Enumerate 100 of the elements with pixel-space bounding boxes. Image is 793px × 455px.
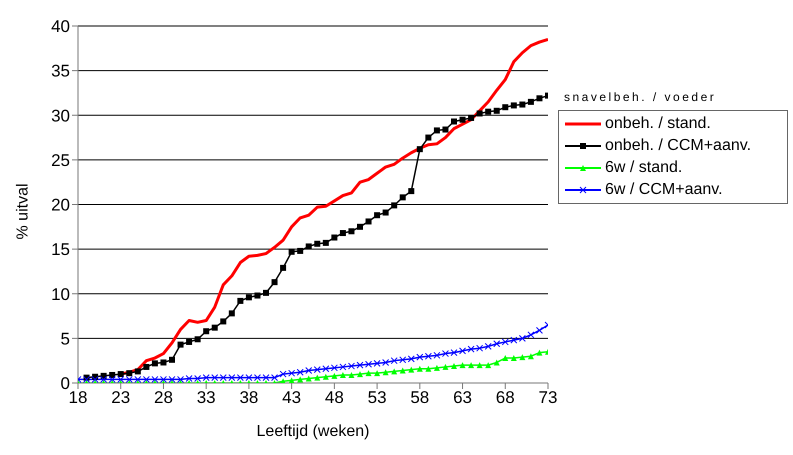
y-tick-label: 20 [51,196,70,215]
point [518,334,526,342]
point [408,188,414,194]
x-axis-title: Leeftijd (weken) [256,423,370,440]
point [177,376,184,383]
point [468,362,474,368]
y-tick-label: 0 [60,374,70,394]
point [348,372,354,378]
point [92,376,99,383]
point [272,279,278,286]
point [374,360,381,367]
point [203,328,210,334]
y-tick-label: 30 [51,106,70,126]
point [220,318,226,324]
point [100,376,108,383]
x-tick-label: 28 [154,388,173,408]
point [228,374,236,382]
point [143,364,150,370]
point [391,368,398,374]
point [519,354,526,360]
point [476,110,483,116]
point [340,372,346,378]
point [468,346,475,353]
point [502,355,508,362]
point [442,126,448,133]
x-tick-label: 53 [368,388,387,408]
point [134,368,141,374]
point [254,292,260,299]
point [186,375,193,382]
point [263,290,269,296]
legend-label: 6w / stand. [605,158,682,178]
point [142,376,150,383]
point [485,362,492,368]
point [382,369,389,376]
point [416,146,423,152]
point [152,360,158,366]
x-tick-label: 63 [453,388,472,408]
point [212,324,218,331]
point [160,376,167,383]
point [366,370,372,376]
point [108,376,116,383]
point [400,194,406,200]
point [502,104,508,110]
point [348,362,355,370]
point [331,234,338,241]
point [365,360,372,368]
point [425,366,432,372]
point [306,243,312,250]
point [494,108,500,114]
point [126,376,133,383]
point [246,294,252,300]
point [416,354,424,361]
point [306,376,312,382]
point [493,340,500,348]
point [459,347,466,354]
point [118,371,124,378]
point [451,363,457,370]
point [288,370,296,377]
point [460,116,466,123]
point [460,362,466,368]
point [484,342,492,350]
legend-label: onbeh. / CCM+aanv. [605,136,752,156]
x-tick-label: 23 [111,388,130,408]
point [450,349,458,356]
y-tick-label: 10 [51,284,70,304]
point [527,331,534,338]
point [528,98,534,105]
point [494,359,500,366]
point [442,350,449,358]
point [331,372,338,379]
point [194,336,201,342]
point [322,374,329,380]
point [211,374,218,382]
point [288,377,295,383]
point [536,95,542,102]
point [424,352,432,360]
y-tick-label: 25 [51,150,70,170]
point [434,364,440,371]
point [297,376,304,382]
point [442,364,448,370]
x-tick-label: 58 [410,388,430,408]
point [280,370,287,378]
point [117,376,124,383]
point [330,364,338,372]
point [416,366,423,372]
legend-title: snavelbeh. / voeder [563,90,718,104]
point [314,366,321,374]
point [220,374,227,382]
point [434,127,440,134]
point [391,202,398,208]
point [519,102,526,108]
point [510,355,517,362]
point [236,374,244,382]
point [366,218,372,224]
point [288,248,295,255]
x-tick-label: 48 [324,388,344,408]
point [151,376,158,383]
point [348,228,354,234]
point [194,375,202,382]
point [134,376,142,383]
